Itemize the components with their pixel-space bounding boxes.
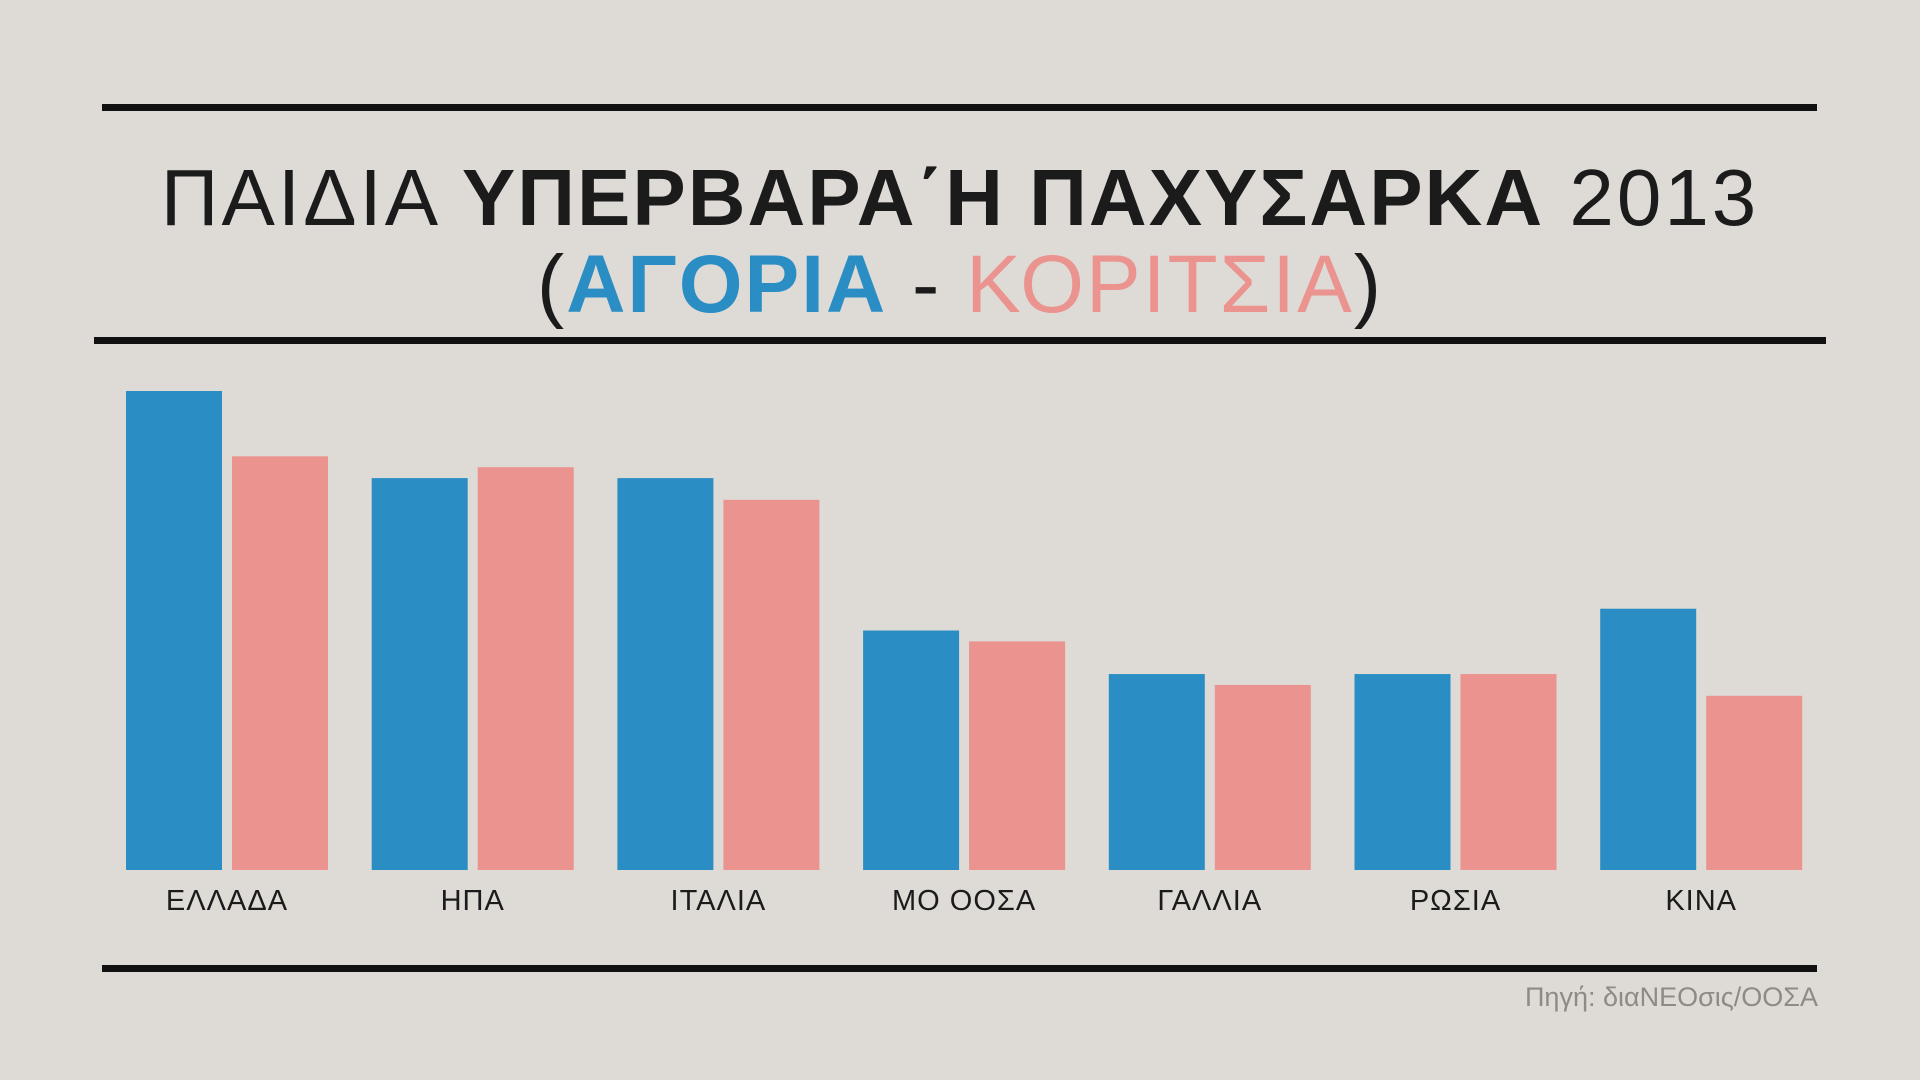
bar-girls-0 xyxy=(232,456,328,870)
bar-boys-4 xyxy=(1108,674,1205,870)
chart-title: ΠΑΙΔΙΑ ΥΠΕΡΒΑΡΑ΄Η ΠΑΧΥΣΑΡΚΑ 2013 xyxy=(0,148,1920,248)
chart-subtitle: (ΑΓΟΡΙΑ - ΚΟΡΙΤΣΙΑ) xyxy=(0,235,1920,335)
category-label-0: ΕΛΛΑΔΑ xyxy=(166,885,288,917)
subtitle-close-paren: ) xyxy=(1353,239,1384,330)
title-part-1: ΠΑΙΔΙΑ xyxy=(160,153,437,242)
category-label-3: ΜΟ ΟΟΣΑ xyxy=(892,885,1036,917)
bar-girls-6 xyxy=(1706,695,1803,870)
bottom-rule xyxy=(102,965,1817,972)
category-label-5: ΡΩΣΙΑ xyxy=(1410,885,1501,917)
bar-boys-0 xyxy=(126,391,222,870)
middle-rule xyxy=(94,337,1826,344)
subtitle-boys: ΑΓΟΡΙΑ xyxy=(566,239,888,330)
bar-girls-4 xyxy=(1214,684,1311,870)
bar-girls-1 xyxy=(477,467,574,870)
source-note: Πηγή: διαΝΕΟσις/ΟΟΣΑ xyxy=(1524,982,1818,1012)
title-part-2: ΥΠΕΡΒΑΡΑ΄Η ΠΑΧΥΣΑΡΚΑ xyxy=(461,153,1545,242)
bar-boys-6 xyxy=(1600,608,1697,870)
bar-girls-5 xyxy=(1460,674,1557,870)
bar-boys-3 xyxy=(863,630,960,870)
bar-boys-5 xyxy=(1354,674,1451,870)
top-rule xyxy=(102,104,1817,111)
bar-boys-1 xyxy=(371,478,468,870)
category-label-1: ΗΠΑ xyxy=(441,885,505,917)
title-year: 2013 xyxy=(1569,153,1760,242)
category-label-2: ΙΤΑΛΙΑ xyxy=(671,885,767,917)
subtitle-open-paren: ( xyxy=(536,239,567,330)
category-label-4: ΓΑΛΛΙΑ xyxy=(1157,885,1262,917)
subtitle-girls: ΚΟΡΙΤΣΙΑ xyxy=(966,239,1354,330)
category-label-6: ΚΙΝΑ xyxy=(1665,885,1737,917)
bar-girls-3 xyxy=(969,641,1066,870)
subtitle-separator: - xyxy=(887,239,967,330)
bar-boys-2 xyxy=(617,478,714,870)
bar-girls-2 xyxy=(723,499,820,870)
